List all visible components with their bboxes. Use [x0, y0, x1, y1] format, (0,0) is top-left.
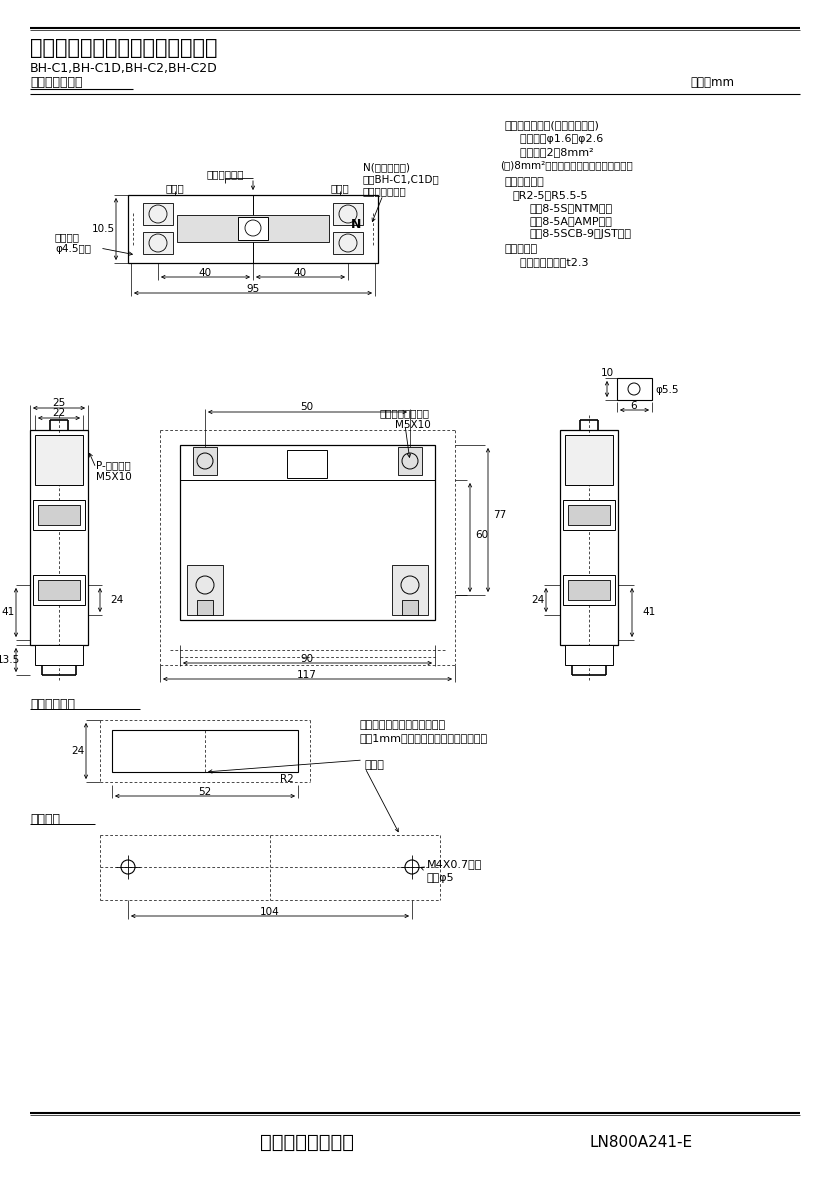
Text: 注：BH-C1,C1D形: 注：BH-C1,C1D形: [362, 174, 439, 184]
Text: 三菱分電盤用ノーヒューズ遮断器: 三菱分電盤用ノーヒューズ遮断器: [30, 38, 218, 58]
Bar: [562, 575, 614, 605]
Text: 40: 40: [293, 268, 306, 278]
Bar: [35, 434, 83, 485]
Bar: [112, 730, 298, 772]
Text: P-なべねじ: P-なべねじ: [96, 460, 131, 470]
Text: 最大導帯板厚　t2.3: 最大導帯板厚 t2.3: [513, 257, 588, 266]
Text: 52: 52: [198, 787, 212, 797]
Text: M5X10: M5X10: [394, 420, 430, 430]
Text: 10: 10: [600, 368, 613, 378]
Text: 25: 25: [52, 398, 65, 408]
Bar: [559, 430, 617, 646]
Bar: [187, 565, 222, 614]
Bar: [35, 646, 83, 665]
Bar: [616, 378, 651, 400]
Text: 41: 41: [2, 607, 15, 617]
Bar: [30, 430, 88, 646]
Bar: [143, 203, 173, 226]
Text: 負荷側: 負荷側: [330, 182, 349, 193]
Text: R2: R2: [280, 774, 294, 784]
Text: N: N: [351, 218, 361, 232]
Text: 電源側: 電源側: [165, 182, 184, 193]
Text: 遮断器の中心: 遮断器の中心: [206, 169, 243, 179]
Text: N(中性線記号): N(中性線記号): [362, 162, 409, 172]
Text: 13.5: 13.5: [0, 655, 20, 665]
Bar: [391, 565, 428, 614]
Text: 117: 117: [297, 670, 317, 680]
Bar: [567, 580, 609, 600]
Bar: [332, 203, 362, 226]
Bar: [143, 232, 173, 254]
Text: にのみ付きます: にのみ付きます: [362, 186, 406, 196]
Text: M5X10: M5X10: [96, 472, 131, 482]
Bar: [193, 446, 217, 475]
Text: 60: 60: [475, 530, 488, 540]
Bar: [567, 505, 609, 526]
Text: 単位：mm: 単位：mm: [689, 76, 733, 89]
Text: セルフアップねじ: セルフアップねじ: [380, 408, 429, 418]
Bar: [33, 575, 85, 605]
Text: 標準外形寸法図: 標準外形寸法図: [30, 76, 83, 89]
Text: (注)8mm²電線は圧着端子をご使用下さい: (注)8mm²電線は圧着端子をご使用下さい: [500, 160, 632, 170]
Text: 穴明寸法は遮断器窓枠に対し: 穴明寸法は遮断器窓枠に対し: [360, 720, 446, 730]
Bar: [562, 500, 614, 530]
Text: LN800A241-E: LN800A241-E: [590, 1135, 692, 1150]
Bar: [128, 194, 378, 263]
Text: 8-5SCB-9（JST社）: 8-5SCB-9（JST社）: [529, 229, 631, 239]
Text: 24: 24: [531, 595, 544, 605]
Text: R2-5～R5.5-5: R2-5～R5.5-5: [513, 190, 588, 200]
Bar: [564, 646, 612, 665]
Text: 8-5A（AMP社）: 8-5A（AMP社）: [529, 216, 612, 226]
Text: 片側1mmの隙間をもたせる寸法です。: 片側1mmの隙間をもたせる寸法です。: [360, 733, 488, 743]
Text: 22: 22: [52, 408, 65, 418]
Text: 8-5S（NTM社）: 8-5S（NTM社）: [529, 203, 612, 214]
Text: 適合圧着端子: 適合圧着端子: [504, 176, 544, 187]
Bar: [33, 500, 85, 530]
Text: 40: 40: [198, 268, 212, 278]
Bar: [177, 215, 328, 242]
Bar: [38, 580, 80, 600]
Bar: [287, 450, 327, 478]
Text: 遮断器: 遮断器: [365, 760, 385, 770]
Text: 穴明寸法: 穴明寸法: [30, 814, 60, 826]
Text: 導帯加工図: 導帯加工図: [504, 244, 538, 254]
Text: より線：2～8mm²: より線：2～8mm²: [513, 146, 593, 157]
Text: M4X0.7ねじ: M4X0.7ねじ: [427, 859, 482, 869]
Bar: [197, 600, 213, 614]
Text: 取付つめ: 取付つめ: [55, 232, 80, 242]
Text: φ5.5: φ5.5: [654, 385, 677, 395]
Text: 90: 90: [300, 654, 313, 664]
Bar: [179, 445, 434, 620]
Bar: [332, 232, 362, 254]
Text: 41: 41: [641, 607, 654, 617]
Text: 単線　：φ1.6～φ2.6: 単線 ：φ1.6～φ2.6: [513, 134, 603, 144]
Text: 24: 24: [71, 746, 84, 756]
Text: 三菱電機株式会社: 三菱電機株式会社: [260, 1133, 354, 1152]
Text: 6: 6: [630, 401, 637, 410]
Text: 表板穴明寸法: 表板穴明寸法: [30, 698, 75, 710]
Text: 50: 50: [300, 402, 313, 412]
Text: 適合電線サイズ(負荷端子のみ): 適合電線サイズ(負荷端子のみ): [504, 120, 599, 130]
Text: 77: 77: [492, 510, 505, 520]
Bar: [398, 446, 422, 475]
Bar: [38, 505, 80, 526]
Bar: [402, 600, 418, 614]
Text: BH-C1,BH-C1D,BH-C2,BH-C2D: BH-C1,BH-C1D,BH-C2,BH-C2D: [30, 62, 218, 74]
Bar: [237, 217, 268, 240]
Text: φ4.5長穴: φ4.5長穴: [55, 244, 91, 254]
Bar: [564, 434, 612, 485]
Text: 24: 24: [110, 595, 123, 605]
Text: 95: 95: [246, 284, 260, 294]
Text: 104: 104: [260, 907, 280, 917]
Text: 10.5: 10.5: [91, 224, 114, 234]
Text: 又はφ5: 又はφ5: [427, 874, 454, 883]
